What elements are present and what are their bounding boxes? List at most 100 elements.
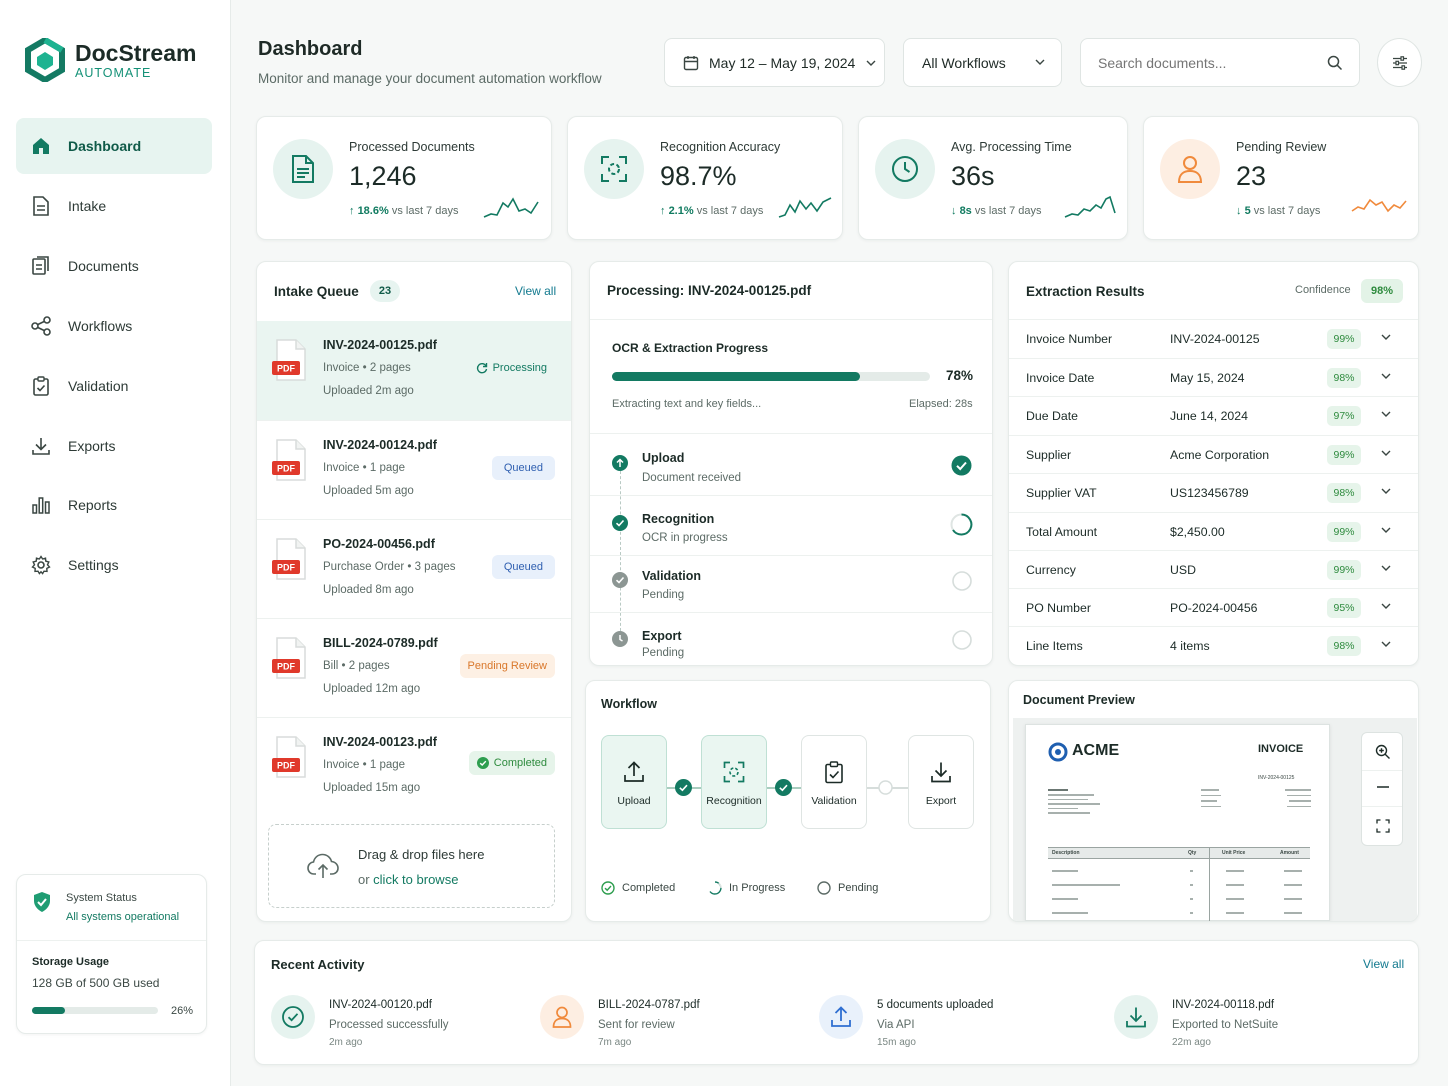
file-dropzone[interactable]: Drag & drop files here or click to brows… bbox=[268, 824, 555, 908]
extraction-row[interactable]: Supplier Acme Corporation 99% bbox=[1009, 435, 1418, 473]
nav-item-settings[interactable]: Settings bbox=[16, 537, 212, 593]
nav-item-dashboard[interactable]: Dashboard bbox=[16, 118, 212, 174]
queue-item-meta: Invoice • 2 pages bbox=[323, 362, 411, 374]
sparkline-chart bbox=[1351, 198, 1407, 213]
pdf-file-icon: PDF bbox=[271, 339, 307, 381]
activity-subtitle: Via API bbox=[877, 1019, 915, 1031]
queue-item[interactable]: PDF INV-2024-00125.pdf Invoice • 2 pages… bbox=[257, 321, 571, 420]
pdf-label: PDF bbox=[277, 364, 296, 374]
activity-view-all-link[interactable]: View all bbox=[1363, 957, 1405, 971]
activity-title-text[interactable]: 5 documents uploaded bbox=[877, 999, 994, 1011]
stat-delta: ↑ 18.6% vs last 7 days bbox=[349, 205, 459, 217]
extraction-row[interactable]: Invoice Date May 15, 2024 98% bbox=[1009, 358, 1418, 396]
extraction-row[interactable]: Due Date June 14, 2024 97% bbox=[1009, 396, 1418, 434]
workflow-filter-value: All Workflows bbox=[922, 54, 1006, 71]
zoom-in-icon[interactable] bbox=[1375, 744, 1391, 760]
dropzone-title: Drag & drop files here bbox=[358, 847, 485, 862]
recent-activity-card: Recent Activity View all INV-2024-00120.… bbox=[254, 940, 1419, 1065]
stat-card-pending-review: Pending Review 23 ↓ 5 vs last 7 days bbox=[1143, 116, 1419, 240]
queue-item-time: Uploaded 12m ago bbox=[323, 683, 421, 695]
extraction-row[interactable]: Line Items 4 items 98% bbox=[1009, 626, 1418, 664]
preview-title: Document Preview bbox=[1023, 693, 1135, 707]
search-input[interactable] bbox=[1098, 54, 1308, 71]
search-icon[interactable] bbox=[1327, 55, 1343, 71]
queue-item-time: Uploaded 2m ago bbox=[323, 385, 414, 397]
nav-item-documents[interactable]: Documents bbox=[16, 238, 212, 294]
date-range-picker[interactable]: May 12 – May 19, 2024 bbox=[664, 38, 885, 87]
storage-bar-fill bbox=[32, 1007, 65, 1014]
chevron-down-icon bbox=[1381, 411, 1391, 417]
queue-view-all-link[interactable]: View all bbox=[515, 284, 557, 298]
queue-item[interactable]: PDF BILL-2024-0789.pdf Bill • 2 pages Up… bbox=[257, 618, 571, 717]
activity-title-text[interactable]: BILL-2024-0787.pdf bbox=[598, 999, 700, 1011]
step-upload: Upload Document received bbox=[590, 433, 992, 493]
user-icon bbox=[1160, 139, 1220, 199]
check-circle-icon bbox=[951, 455, 972, 476]
queue-item[interactable]: PDF INV-2024-00124.pdf Invoice • 1 page … bbox=[257, 420, 571, 519]
pdf-label: PDF bbox=[277, 761, 296, 771]
storage-bar bbox=[32, 1007, 158, 1014]
ocr-progress-value: 78% bbox=[946, 368, 974, 383]
activity-title-text[interactable]: INV-2024-00118.pdf bbox=[1172, 999, 1275, 1011]
step-subtitle: Pending bbox=[642, 589, 685, 601]
extraction-row[interactable]: Currency USD 99% bbox=[1009, 550, 1418, 588]
system-status-card: System Status All systems operational St… bbox=[16, 874, 207, 1034]
chevron-down-icon bbox=[1381, 641, 1391, 647]
nav-item-workflows[interactable]: Workflows bbox=[16, 298, 212, 354]
check-step-icon bbox=[612, 515, 628, 531]
workflow-node-upload[interactable]: Upload bbox=[601, 735, 667, 829]
clipboard-check-icon bbox=[30, 375, 52, 397]
refresh-icon bbox=[476, 362, 488, 374]
filter-settings-button[interactable] bbox=[1377, 38, 1422, 87]
activity-subtitle: Processed successfully bbox=[329, 1019, 449, 1031]
workflow-node-recognition[interactable]: Recognition bbox=[701, 735, 767, 829]
invoice-company: ACME bbox=[1072, 742, 1120, 759]
scan-icon bbox=[723, 757, 745, 787]
stat-label: Avg. Processing Time bbox=[951, 140, 1072, 154]
confidence-label: Confidence bbox=[1295, 284, 1351, 296]
extraction-row[interactable]: Invoice Number INV-2024-00125 99% bbox=[1009, 319, 1418, 357]
extraction-row[interactable]: Supplier VAT US123456789 98% bbox=[1009, 473, 1418, 511]
zoom-out-icon[interactable] bbox=[1376, 782, 1390, 792]
stat-value: 36s bbox=[951, 161, 995, 191]
browse-link[interactable]: click to browse bbox=[373, 872, 459, 887]
storage-text: 128 GB of 500 GB used bbox=[32, 976, 160, 990]
download-icon bbox=[1114, 995, 1158, 1039]
nav-item-exports[interactable]: Exports bbox=[16, 418, 212, 474]
queue-count-badge: 23 bbox=[370, 280, 400, 302]
nav-item-validation[interactable]: Validation bbox=[16, 358, 212, 414]
workflow-title: Workflow bbox=[601, 697, 658, 711]
dropzone-subtitle: or click to browse bbox=[358, 872, 459, 887]
activity-time: 22m ago bbox=[1172, 1037, 1211, 1048]
queue-item[interactable]: PDF PO-2024-00456.pdf Purchase Order • 3… bbox=[257, 519, 571, 618]
activity-title: Recent Activity bbox=[271, 957, 365, 972]
clipboard-check-icon bbox=[824, 757, 844, 787]
extraction-results-card: Extraction Results Confidence 98% Invoic… bbox=[1008, 261, 1419, 666]
step-title: Export bbox=[642, 629, 682, 643]
stat-value: 23 bbox=[1236, 161, 1267, 191]
step-export: Export Pending bbox=[590, 612, 992, 665]
queue-item[interactable]: PDF INV-2024-00123.pdf Invoice • 1 page … bbox=[257, 717, 571, 816]
document-preview-card: Document Preview ACME INVOICE INV-2024-0… bbox=[1008, 680, 1419, 922]
nav-item-intake[interactable]: Intake bbox=[16, 178, 212, 234]
scan-icon bbox=[584, 139, 644, 199]
pdf-file-icon: PDF bbox=[271, 637, 307, 679]
queue-item-meta: Invoice • 1 page bbox=[323, 759, 406, 771]
step-title: Validation bbox=[642, 569, 702, 583]
divider bbox=[1362, 806, 1402, 807]
clock-icon bbox=[875, 139, 935, 199]
extraction-row[interactable]: PO Number PO-2024-00456 95% bbox=[1009, 588, 1418, 626]
pending-circle-icon bbox=[878, 780, 893, 795]
nav-item-reports[interactable]: Reports bbox=[16, 477, 212, 533]
workflow-filter-select[interactable]: All Workflows bbox=[903, 38, 1062, 87]
extraction-row[interactable]: Total Amount $2,450.00 99% bbox=[1009, 512, 1418, 550]
workflow-node-validation[interactable]: Validation bbox=[801, 735, 867, 829]
workflow-node-export[interactable]: Export bbox=[908, 735, 974, 829]
fullscreen-icon[interactable] bbox=[1376, 819, 1390, 833]
divider bbox=[17, 940, 206, 941]
stat-delta: ↑ 2.1% vs last 7 days bbox=[660, 205, 764, 217]
upload-icon bbox=[623, 757, 645, 787]
stat-delta: ↓ 5 vs last 7 days bbox=[1236, 205, 1321, 217]
confidence-badge: 98% bbox=[1327, 636, 1361, 656]
activity-title-text[interactable]: INV-2024-00120.pdf bbox=[329, 999, 432, 1011]
